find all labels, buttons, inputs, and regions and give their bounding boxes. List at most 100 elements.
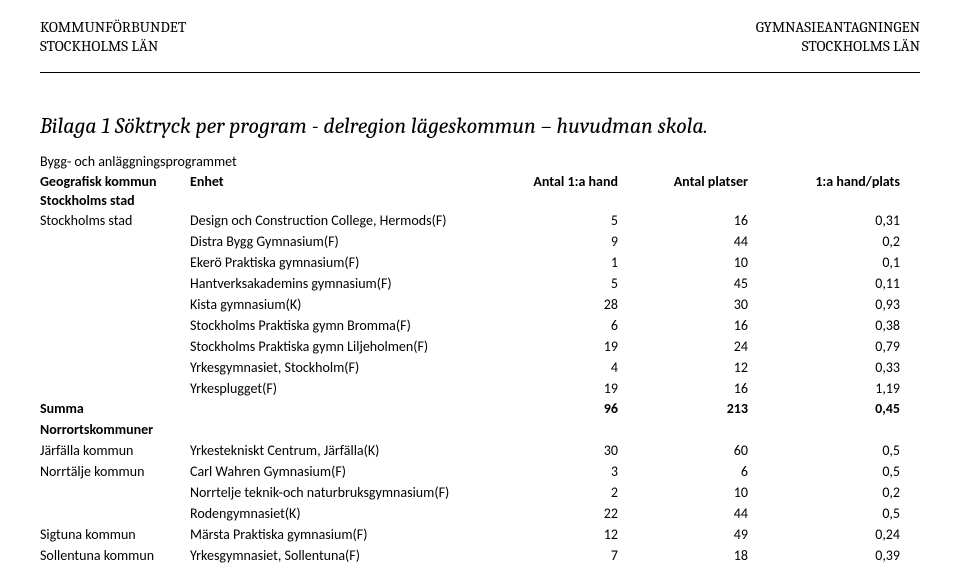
cell-enhet: Hantverksakademins gymnasium(F) [190, 274, 530, 295]
cell-n3: 0,2 [790, 232, 920, 253]
cell-n3: 0,38 [790, 316, 920, 337]
cell-n2: 44 [660, 504, 790, 525]
table-row: Stockholms Praktiska gymn Liljeholmen(F)… [40, 337, 920, 358]
cell-n2: 30 [660, 295, 790, 316]
cell-kommun: Sollentuna kommun [40, 546, 190, 567]
cell-n3: 0,5 [790, 504, 920, 525]
cell-enhet [190, 399, 530, 420]
cell-kommun [40, 379, 190, 400]
cell-kommun [40, 274, 190, 295]
page: KOMMUNFÖRBUNDET STOCKHOLMS LÄN GYMNASIEA… [0, 0, 960, 582]
cell-n1: 3 [530, 462, 660, 483]
cell-n2: 213 [660, 399, 790, 420]
cell-enhet: Norrtelje teknik-och naturbruksgymnasium… [190, 483, 530, 504]
cell-n2: 10 [660, 483, 790, 504]
table-row: Norrtelje teknik-och naturbruksgymnasium… [40, 483, 920, 504]
table-row: Rodengymnasiet(K)22440,5 [40, 504, 920, 525]
cell-n3: 0,1 [790, 253, 920, 274]
cell-n3: 0,45 [790, 399, 920, 420]
table-row: Yrkesgymnasiet, Stockholm(F)4120,33 [40, 358, 920, 379]
header-right: GYMNASIEANTAGNINGEN STOCKHOLMS LÄN [756, 18, 920, 56]
cell-n2: 6 [660, 462, 790, 483]
cell-n3: 0,11 [790, 274, 920, 295]
table-header-row: Geografisk kommun Enhet Antal 1:a hand A… [40, 172, 920, 191]
cell-n1: 4 [530, 358, 660, 379]
data-table: Geografisk kommun Enhet Antal 1:a hand A… [40, 172, 920, 567]
cell-n2: 44 [660, 232, 790, 253]
cell-n1: 5 [530, 211, 660, 232]
cell-n1: 6 [530, 316, 660, 337]
col-n2: Antal platser [660, 172, 790, 191]
table-row: Norrtälje kommunCarl Wahren Gymnasium(F)… [40, 462, 920, 483]
cell-n1: 30 [530, 441, 660, 462]
page-header: KOMMUNFÖRBUNDET STOCKHOLMS LÄN GYMNASIEA… [40, 18, 920, 73]
col-n3: 1:a hand/plats [790, 172, 920, 191]
group-label: Norrortskommuner [40, 420, 920, 441]
table-row: Distra Bygg Gymnasium(F)9440,2 [40, 232, 920, 253]
cell-enhet: Yrkesplugget(F) [190, 379, 530, 400]
cell-kommun [40, 504, 190, 525]
cell-n1: 5 [530, 274, 660, 295]
cell-n1: 1 [530, 253, 660, 274]
cell-kommun [40, 316, 190, 337]
table-row: Stockholms Praktiska gymn Bromma(F)6160,… [40, 316, 920, 337]
cell-kommun: Stockholms stad [40, 211, 190, 232]
cell-enhet: Distra Bygg Gymnasium(F) [190, 232, 530, 253]
col-n1: Antal 1:a hand [530, 172, 660, 191]
cell-n2: 45 [660, 274, 790, 295]
cell-n3: 0,2 [790, 483, 920, 504]
cell-enhet: Yrkestekniskt Centrum, Järfälla(K) [190, 441, 530, 462]
group-label-row: Norrortskommuner [40, 420, 920, 441]
cell-kommun [40, 253, 190, 274]
cell-n1: 19 [530, 379, 660, 400]
cell-enhet: Ekerö Praktiska gymnasium(F) [190, 253, 530, 274]
cell-n3: 1,19 [790, 379, 920, 400]
cell-n2: 12 [660, 358, 790, 379]
cell-n1: 7 [530, 546, 660, 567]
cell-n2: 16 [660, 379, 790, 400]
cell-n1: 2 [530, 483, 660, 504]
cell-n2: 49 [660, 525, 790, 546]
cell-n3: 0,79 [790, 337, 920, 358]
table-row: Stockholms stadDesign och Construction C… [40, 211, 920, 232]
cell-kommun: Norrtälje kommun [40, 462, 190, 483]
table-row: Järfälla kommunYrkestekniskt Centrum, Jä… [40, 441, 920, 462]
col-kommun: Geografisk kommun [40, 172, 190, 191]
cell-n1: 12 [530, 525, 660, 546]
cell-n1: 19 [530, 337, 660, 358]
cell-enhet: Yrkesgymnasiet, Stockholm(F) [190, 358, 530, 379]
group-label-row: Stockholms stad [40, 191, 920, 212]
cell-kommun: Sigtuna kommun [40, 525, 190, 546]
cell-enhet: Stockholms Praktiska gymn Bromma(F) [190, 316, 530, 337]
cell-enhet: Kista gymnasium(K) [190, 295, 530, 316]
cell-enhet: Stockholms Praktiska gymn Liljeholmen(F) [190, 337, 530, 358]
table-body: Stockholms stadStockholms stadDesign och… [40, 191, 920, 567]
cell-n3: 0,93 [790, 295, 920, 316]
cell-n2: 10 [660, 253, 790, 274]
cell-kommun: Summa [40, 399, 190, 420]
cell-enhet: Carl Wahren Gymnasium(F) [190, 462, 530, 483]
cell-kommun [40, 358, 190, 379]
cell-n3: 0,5 [790, 462, 920, 483]
summary-row: Summa962130,45 [40, 399, 920, 420]
program-name: Bygg- och anläggningsprogrammet [40, 153, 920, 170]
cell-n3: 0,33 [790, 358, 920, 379]
table-row: Hantverksakademins gymnasium(F)5450,11 [40, 274, 920, 295]
cell-n2: 60 [660, 441, 790, 462]
cell-n3: 0,39 [790, 546, 920, 567]
cell-n2: 16 [660, 316, 790, 337]
cell-n1: 9 [530, 232, 660, 253]
table-row: Ekerö Praktiska gymnasium(F)1100,1 [40, 253, 920, 274]
cell-kommun [40, 232, 190, 253]
table-row: Yrkesplugget(F)19161,19 [40, 379, 920, 400]
cell-n2: 24 [660, 337, 790, 358]
cell-kommun: Järfälla kommun [40, 441, 190, 462]
cell-enhet: Rodengymnasiet(K) [190, 504, 530, 525]
cell-n2: 16 [660, 211, 790, 232]
cell-enhet: Yrkesgymnasiet, Sollentuna(F) [190, 546, 530, 567]
cell-n3: 0,31 [790, 211, 920, 232]
table-row: Sigtuna kommunMärsta Praktiska gymnasium… [40, 525, 920, 546]
cell-n3: 0,5 [790, 441, 920, 462]
group-label: Stockholms stad [40, 191, 920, 212]
cell-n1: 28 [530, 295, 660, 316]
